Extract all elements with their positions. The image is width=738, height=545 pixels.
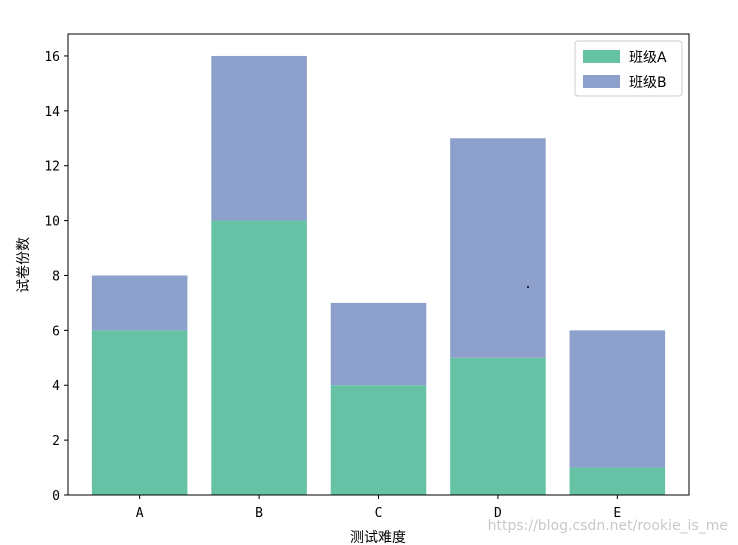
x-tick-label-e: E bbox=[613, 506, 621, 521]
x-axis-label: 测试难度 bbox=[350, 530, 406, 545]
x-tick-label-a: A bbox=[136, 506, 144, 521]
bar-d-series-1 bbox=[450, 357, 546, 495]
x-tick-label-c: C bbox=[375, 506, 383, 521]
y-tick-label-6: 6 bbox=[52, 324, 60, 339]
bar-e-series-2 bbox=[569, 330, 666, 468]
legend: 班级A 班级B bbox=[574, 40, 683, 97]
bar-a-series-2 bbox=[91, 275, 188, 331]
bar-e-series-1 bbox=[569, 467, 666, 495]
legend-label-2: 班级B bbox=[629, 75, 667, 91]
bar-a-series-1 bbox=[91, 330, 188, 495]
x-tick-label-d: D bbox=[494, 506, 502, 521]
y-tick-label-16: 16 bbox=[44, 50, 60, 65]
y-axis-label: 试卷份数 bbox=[16, 237, 32, 293]
x-tick-label-b: B bbox=[255, 506, 263, 521]
y-tick-label-8: 8 bbox=[52, 269, 60, 284]
legend-swatch-1 bbox=[583, 50, 620, 63]
y-axis: 0 2 4 6 8 10 12 14 16 bbox=[44, 50, 68, 504]
bar-b-series-1 bbox=[211, 220, 307, 495]
bar-c-series-1 bbox=[330, 385, 427, 495]
y-tick-label-12: 12 bbox=[44, 160, 60, 175]
legend-swatch-2 bbox=[583, 75, 620, 88]
bar-b-series-2 bbox=[211, 55, 307, 221]
watermark-text: https://blog.csdn.net/rookie_is_me bbox=[488, 518, 728, 534]
bar-d-series-2 bbox=[450, 138, 546, 358]
legend-label-1: 班级A bbox=[629, 50, 667, 66]
y-tick-label-2: 2 bbox=[52, 434, 60, 449]
bars-group bbox=[91, 55, 666, 495]
stray-dot bbox=[527, 286, 529, 288]
bar-c-series-2 bbox=[330, 302, 427, 386]
y-tick-label-14: 14 bbox=[44, 105, 60, 120]
x-axis: A B C D E bbox=[136, 495, 621, 521]
y-tick-label-4: 4 bbox=[52, 379, 60, 394]
y-tick-label-0: 0 bbox=[52, 489, 60, 504]
y-tick-label-10: 10 bbox=[44, 215, 60, 230]
